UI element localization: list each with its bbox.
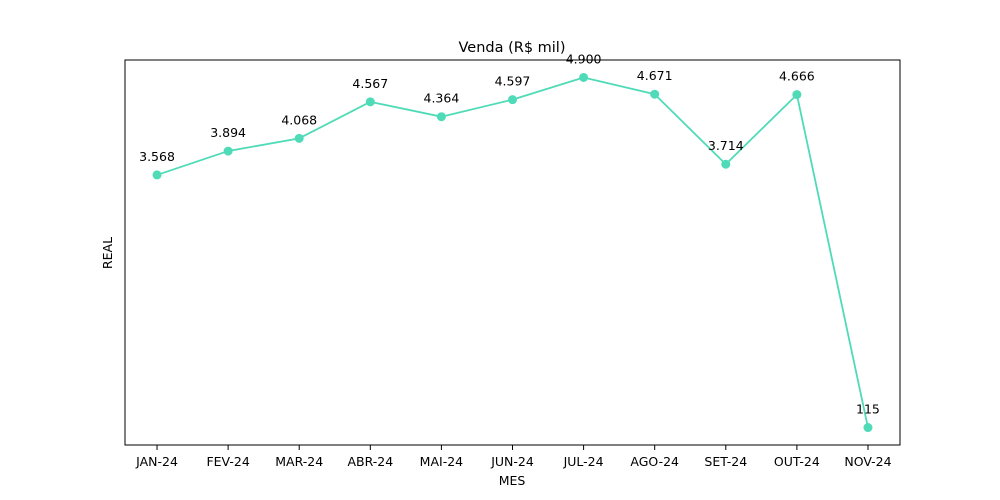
- data-label: 4.671: [637, 68, 673, 83]
- x-tick-label: JUN-24: [490, 454, 534, 469]
- data-point: [294, 133, 304, 143]
- x-tick-label: NOV-24: [844, 454, 891, 469]
- data-label: 3.568: [139, 149, 175, 164]
- series-layer: [152, 72, 873, 433]
- data-label: 4.666: [779, 69, 815, 84]
- data-point: [650, 89, 660, 99]
- data-label: 4.900: [566, 51, 602, 66]
- x-tick-label: AGO-24: [630, 454, 679, 469]
- data-label: 4.068: [281, 112, 317, 127]
- x-tick-label: SET-24: [704, 454, 747, 469]
- data-label: 4.364: [424, 91, 460, 106]
- x-tick-label: JUL-24: [563, 454, 604, 469]
- data-point: [152, 170, 162, 180]
- chart-title: Venda (R$ mil): [458, 40, 565, 56]
- x-tick-label: FEV-24: [206, 454, 249, 469]
- data-point: [436, 112, 446, 122]
- x-tick-label: OUT-24: [774, 454, 820, 469]
- data-point: [863, 423, 873, 433]
- x-tick-label: ABR-24: [347, 454, 393, 469]
- x-tick-label: MAI-24: [420, 454, 463, 469]
- x-tick-label: JAN-24: [135, 454, 178, 469]
- data-label: 4.567: [352, 76, 388, 91]
- data-label: 4.597: [495, 74, 531, 89]
- data-point: [508, 95, 517, 105]
- data-label: 115: [856, 402, 880, 417]
- x-axis-label: MES: [499, 473, 526, 488]
- plot-area-frame: [124, 59, 901, 446]
- x-axis-ticks: JAN-24 FEV-24 MAR-24 ABR-24 MAI-24 JUN-24 JUL-…: [135, 445, 892, 469]
- data-point: [365, 97, 375, 107]
- data-point: [579, 72, 589, 82]
- y-axis-label: REAL: [100, 237, 115, 269]
- series-line: [156, 76, 869, 429]
- data-labels-layer: 3.568 3.894 4.068 4.567 4.364 4.597 4.900 4.671…: [139, 51, 880, 416]
- x-tick-label: MAR-24: [275, 454, 323, 469]
- data-point: [223, 146, 233, 156]
- data-point: [721, 159, 731, 169]
- data-label: 3.714: [708, 138, 744, 153]
- data-point: [792, 90, 802, 100]
- data-label: 3.894: [210, 125, 246, 140]
